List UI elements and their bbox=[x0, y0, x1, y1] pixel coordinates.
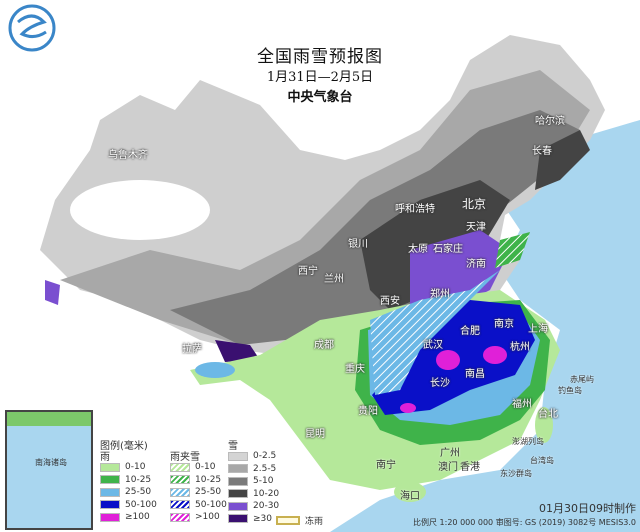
snow-20-30-west bbox=[45, 280, 60, 305]
city-label: 南昌 bbox=[465, 369, 485, 380]
city-label: 西安 bbox=[380, 296, 400, 307]
snow-2.5-5 bbox=[60, 70, 590, 345]
city-label: 昆明 bbox=[305, 429, 325, 440]
rain-100-plus bbox=[400, 403, 416, 413]
city-label: 台湾岛 bbox=[530, 456, 554, 465]
city-label: 贵阳 bbox=[358, 406, 378, 417]
rain-0-10-taiwan bbox=[535, 407, 553, 443]
legend-sleet: 雨夹雪 0-10 10-25 25-50 50-100 >100 bbox=[170, 452, 227, 524]
legend-rain: 雨 0-10 10-25 25-50 50-100 ≥100 bbox=[100, 452, 157, 524]
city-label: 武汉 bbox=[423, 340, 443, 351]
legend-item: 50-100 bbox=[100, 499, 157, 512]
snow-free-area bbox=[70, 180, 210, 240]
map-title: 全国雨雪预报图 bbox=[257, 47, 383, 67]
city-label: 天津 bbox=[466, 222, 486, 233]
legend-item: ≥100 bbox=[100, 511, 157, 524]
legend-item: 25-50 bbox=[100, 486, 157, 499]
city-label: 澎湖列岛 bbox=[512, 437, 544, 446]
city-label: 西宁 bbox=[298, 266, 318, 277]
rain-0-10-hainan bbox=[394, 482, 426, 502]
legend-item: 0-2.5 bbox=[228, 450, 279, 463]
rain-100-plus bbox=[483, 346, 507, 364]
city-label: 钓鱼岛 bbox=[558, 386, 582, 395]
legend-item: 20-30 bbox=[228, 500, 279, 513]
city-label: 上海 bbox=[528, 324, 548, 335]
sea bbox=[330, 120, 640, 532]
city-label: 杭州 bbox=[510, 342, 530, 353]
city-label: 东沙群岛 bbox=[500, 469, 532, 478]
city-label: 海口 bbox=[400, 491, 420, 502]
city-label: 南京 bbox=[494, 319, 514, 330]
city-label: 赤尾屿 bbox=[570, 375, 594, 384]
city-label: 合肥 bbox=[460, 326, 480, 337]
inset-label: 南海诸岛 bbox=[35, 458, 67, 467]
legend-freezing-rain: 冻雨 bbox=[276, 514, 323, 527]
city-label: 郑州 bbox=[430, 289, 450, 300]
legend-item: 2.5-5 bbox=[228, 463, 279, 476]
snow-30-plus bbox=[215, 340, 260, 362]
snow-10-20-northeast bbox=[535, 130, 590, 190]
legend-item: >100 bbox=[170, 511, 227, 524]
city-label: 济南 bbox=[466, 259, 486, 270]
city-label: 哈尔滨 bbox=[535, 116, 565, 127]
legend-item: 10-20 bbox=[228, 488, 279, 501]
city-label: 福州 bbox=[512, 399, 532, 410]
legend-item: 5-10 bbox=[228, 475, 279, 488]
legend-title: 图例(毫米) bbox=[100, 441, 148, 452]
city-label: 成都 bbox=[314, 340, 334, 351]
legend-item: 50-100 bbox=[170, 499, 227, 512]
city-label: 乌鲁木齐 bbox=[108, 150, 148, 161]
city-label: 广州 bbox=[440, 448, 460, 459]
city-label: 北京 bbox=[462, 197, 487, 211]
legend-item: 10-25 bbox=[170, 474, 227, 487]
city-label: 澳门 bbox=[438, 462, 458, 473]
south-china-sea-inset: 南海诸岛 bbox=[5, 410, 93, 530]
city-label: 长春 bbox=[532, 146, 552, 157]
rain-100-plus bbox=[436, 350, 460, 370]
legend-item: 10-25 bbox=[100, 474, 157, 487]
city-label: 呼和浩特 bbox=[395, 204, 435, 215]
legend-item: ≥30 bbox=[228, 513, 279, 526]
city-label: 兰州 bbox=[324, 274, 344, 285]
made-time: 01月30日09时制作 bbox=[539, 502, 636, 515]
city-label: 太原 bbox=[408, 244, 428, 255]
date-range: 1月31日—2月5日 bbox=[266, 70, 374, 85]
city-label: 拉萨 bbox=[182, 344, 202, 355]
snow-5-10 bbox=[170, 110, 580, 345]
city-label: 南宁 bbox=[376, 460, 396, 471]
city-label: 银川 bbox=[348, 239, 368, 250]
legend: 图例(毫米) 雨 0-10 10-25 25-50 50-100 ≥100 雨夹… bbox=[100, 437, 350, 529]
city-label: 石家庄 bbox=[433, 244, 463, 255]
city-label: 重庆 bbox=[345, 364, 365, 375]
legend-item: 0-10 bbox=[170, 461, 227, 474]
legend-item: 0-10 bbox=[100, 461, 157, 474]
scale-info: 比例尺 1:20 000 000 审图号: GS (2019) 3082号 ME… bbox=[413, 518, 636, 527]
cma-logo bbox=[8, 4, 56, 52]
city-label: 长沙 bbox=[430, 378, 450, 389]
city-label: 香港 bbox=[460, 462, 480, 473]
legend-item: 25-50 bbox=[170, 486, 227, 499]
legend-snow: 雪 0-2.5 2.5-5 5-10 10-20 20-30 ≥30 bbox=[228, 441, 280, 526]
issuer: 中央气象台 bbox=[287, 90, 353, 105]
city-label: 台北 bbox=[538, 409, 558, 420]
rain-25-50-west bbox=[195, 362, 235, 378]
snow-20-30 bbox=[410, 230, 510, 310]
